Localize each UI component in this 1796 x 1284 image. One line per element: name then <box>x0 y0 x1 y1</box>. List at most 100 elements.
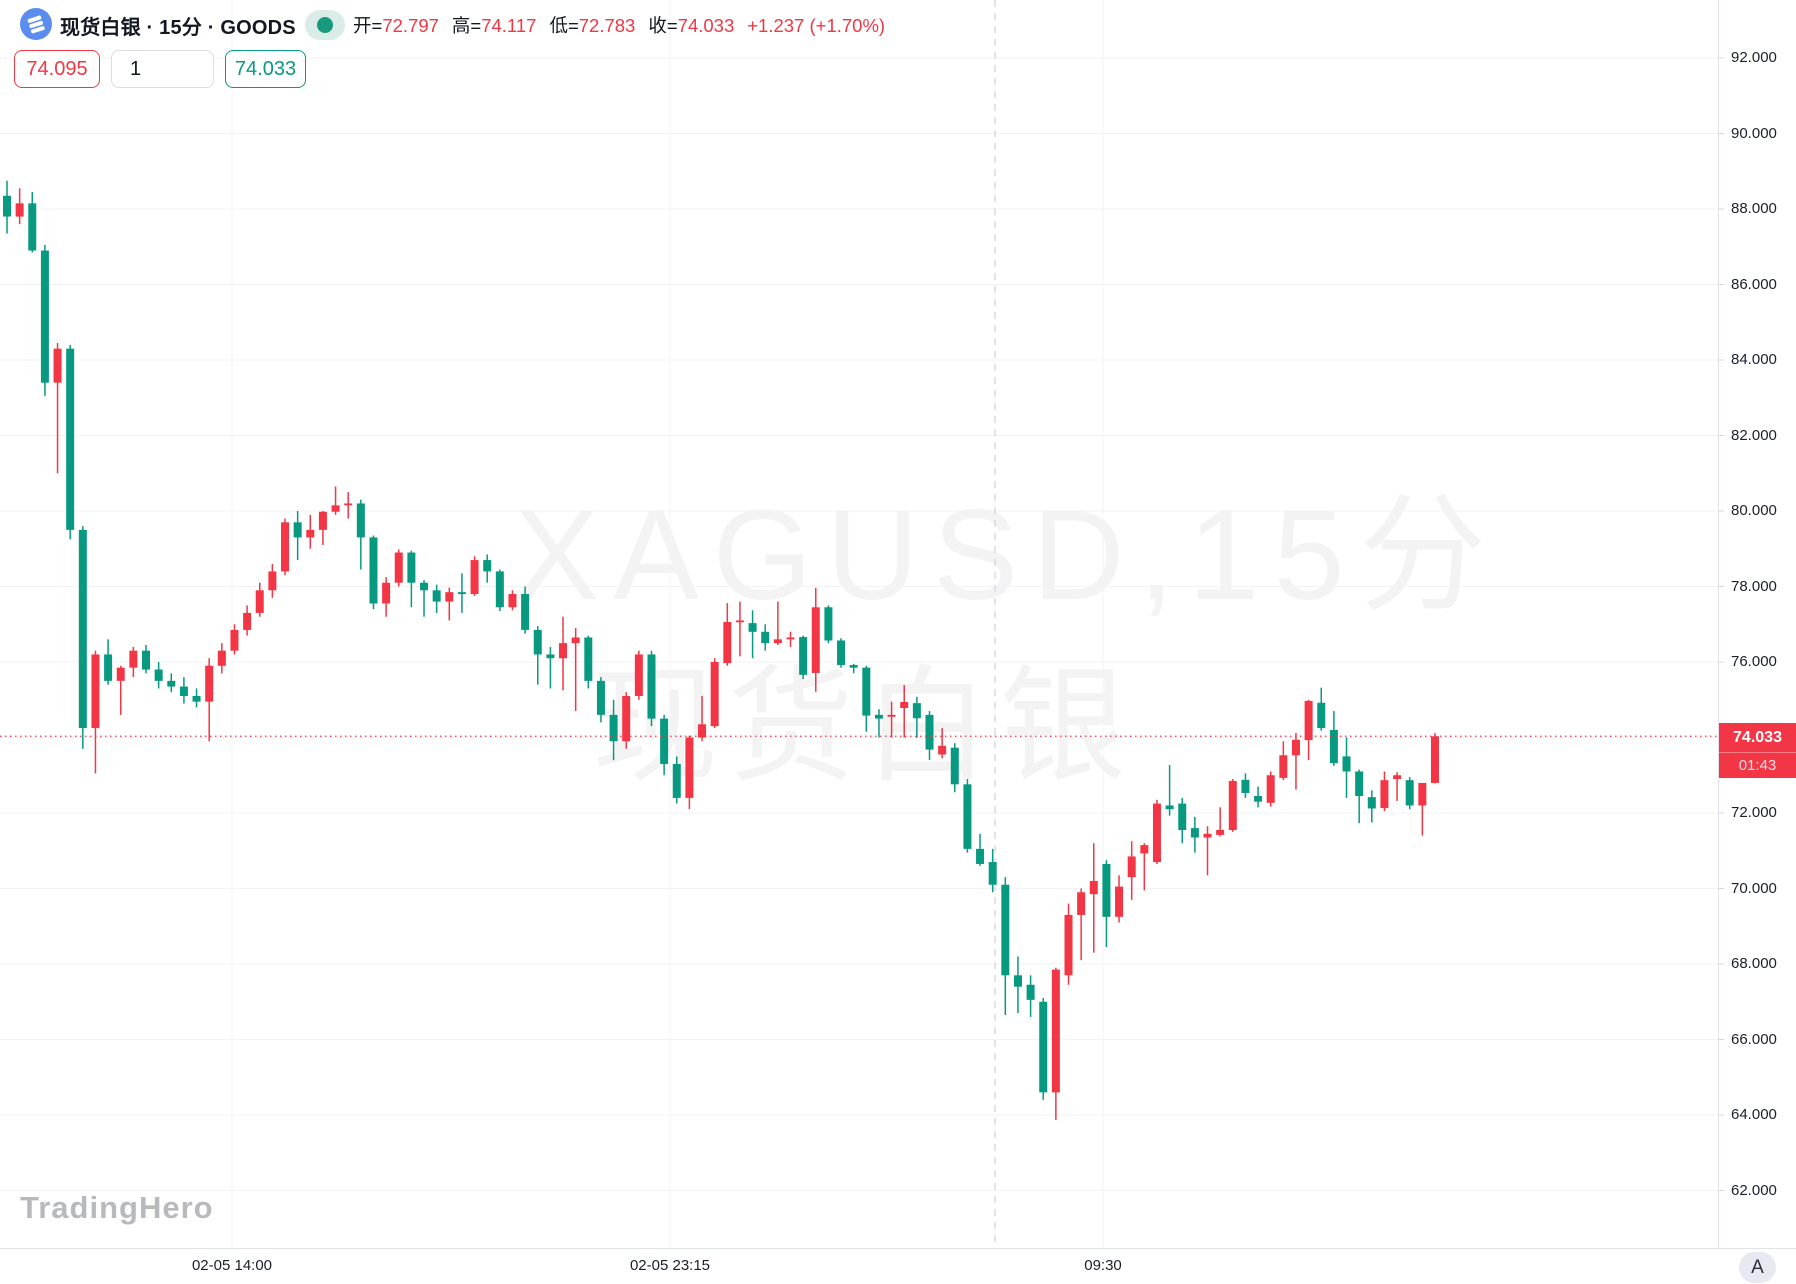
candle-body <box>824 607 833 641</box>
high-label: 高= <box>451 15 482 36</box>
candle-body <box>811 607 820 673</box>
candle-body <box>748 623 757 632</box>
close-value: 74.033 <box>677 15 735 36</box>
candle-body <box>660 718 669 764</box>
candle-body <box>407 552 416 583</box>
candle-body <box>1430 736 1439 783</box>
app-logo-icon <box>20 8 52 40</box>
price-axis[interactable]: 92.000 90.000 88.000 86.000 84.000 82.000 80.0… <box>1718 0 1796 1248</box>
candle-body <box>1405 780 1414 806</box>
candle-body <box>116 667 125 681</box>
open-label: 开= <box>353 15 383 36</box>
candle-body <box>495 571 504 608</box>
candle-body <box>356 503 365 538</box>
time-axis[interactable]: 02-05 14:00 02-05 23:15 09:30 <box>0 1248 1796 1284</box>
candle-body <box>1342 756 1351 772</box>
price-axis-label: 70.000 <box>1731 879 1777 897</box>
candle-body <box>634 654 643 696</box>
change-percent: (+1.70%) <box>809 15 886 36</box>
candle-body <box>1178 803 1187 830</box>
quantity-field[interactable]: 1 <box>111 50 214 88</box>
bar-countdown: 01:43 <box>1738 757 1777 774</box>
auto-scale-button[interactable]: A <box>1739 1252 1776 1283</box>
candle-body <box>1077 892 1086 915</box>
candle-body <box>786 637 795 640</box>
candle-body <box>15 203 24 217</box>
candle-body <box>912 703 921 719</box>
candle-body <box>1026 984 1035 1000</box>
candle-body <box>1254 796 1263 802</box>
candle-body <box>647 654 656 719</box>
status-dot-icon <box>317 17 333 33</box>
candle-body <box>1291 739 1300 756</box>
candle-body <box>167 680 176 687</box>
market-status-indicator[interactable] <box>305 10 345 40</box>
open-value: 72.797 <box>382 15 439 36</box>
candle-body <box>432 590 441 602</box>
quantity-value: 1 <box>130 58 142 80</box>
candle-body <box>988 862 997 885</box>
candle-body <box>129 650 138 668</box>
high-value: 74.117 <box>481 15 537 36</box>
candle-body <box>192 695 201 702</box>
candle-body <box>470 560 479 595</box>
candle-body <box>40 250 49 383</box>
candle-body <box>243 612 252 630</box>
candle-body <box>78 529 87 729</box>
price-axis-label: 66.000 <box>1731 1030 1777 1048</box>
candle-body <box>799 637 808 675</box>
candle-body <box>596 680 605 715</box>
candle-body <box>1051 969 1060 1093</box>
ohlc-readout: 开=72.797 高=74.117 低=72.783 收=74.033 +1.237 (… <box>353 12 885 38</box>
candle-body <box>735 620 744 623</box>
candle-body <box>3 195 11 217</box>
candle-body <box>293 522 302 538</box>
candle-body <box>849 665 858 668</box>
candle-body <box>1127 856 1136 878</box>
sell-price-button[interactable]: 74.095 <box>14 50 100 88</box>
candle-body <box>685 737 694 798</box>
price-axis-label: 62.000 <box>1731 1181 1777 1199</box>
last-price-value: 74.033 <box>1719 723 1796 753</box>
time-axis-label: 02-05 14:00 <box>191 1257 273 1274</box>
candle-body <box>91 654 100 729</box>
candle-body <box>205 665 214 702</box>
candle-body <box>179 686 188 696</box>
candle-body <box>344 503 353 506</box>
candle-body <box>1266 775 1275 803</box>
candle-body <box>1241 779 1250 793</box>
price-axis-label: 82.000 <box>1731 426 1777 444</box>
price-axis-label: 68.000 <box>1731 955 1777 972</box>
candle-body <box>331 505 340 512</box>
buy-price-button[interactable]: 74.033 <box>225 50 306 88</box>
candle-body <box>1013 975 1022 987</box>
candle-body <box>306 529 315 538</box>
price-axis-label: 84.000 <box>1731 351 1777 368</box>
low-label: 低= <box>549 15 579 36</box>
brand-watermark: TradingHero <box>20 1190 214 1225</box>
candle-body <box>874 714 883 719</box>
candle-body <box>1140 845 1149 854</box>
candle-body <box>1115 886 1124 917</box>
candle-body <box>925 714 934 750</box>
candle-body <box>1203 833 1212 838</box>
candle-body <box>1329 729 1338 764</box>
price-axis-label: 86.000 <box>1731 275 1777 293</box>
candle-body <box>1152 803 1161 863</box>
candle-body <box>230 629 239 651</box>
candle-body <box>483 560 492 572</box>
candle-body <box>154 669 163 681</box>
candle-body <box>622 695 631 742</box>
symbol-title[interactable]: 现货白银 · 15分 · GOODS <box>60 17 296 39</box>
candle-body <box>698 724 707 738</box>
candle-body <box>217 650 226 666</box>
candle-body <box>457 592 466 595</box>
price-axis-label: 80.000 <box>1731 502 1777 519</box>
candle-body <box>1304 700 1313 741</box>
price-axis-label: 88.000 <box>1731 200 1777 217</box>
candle-body <box>53 348 62 383</box>
candle-body <box>1064 914 1073 976</box>
candle-body <box>1216 829 1225 835</box>
candle-body <box>887 714 896 717</box>
